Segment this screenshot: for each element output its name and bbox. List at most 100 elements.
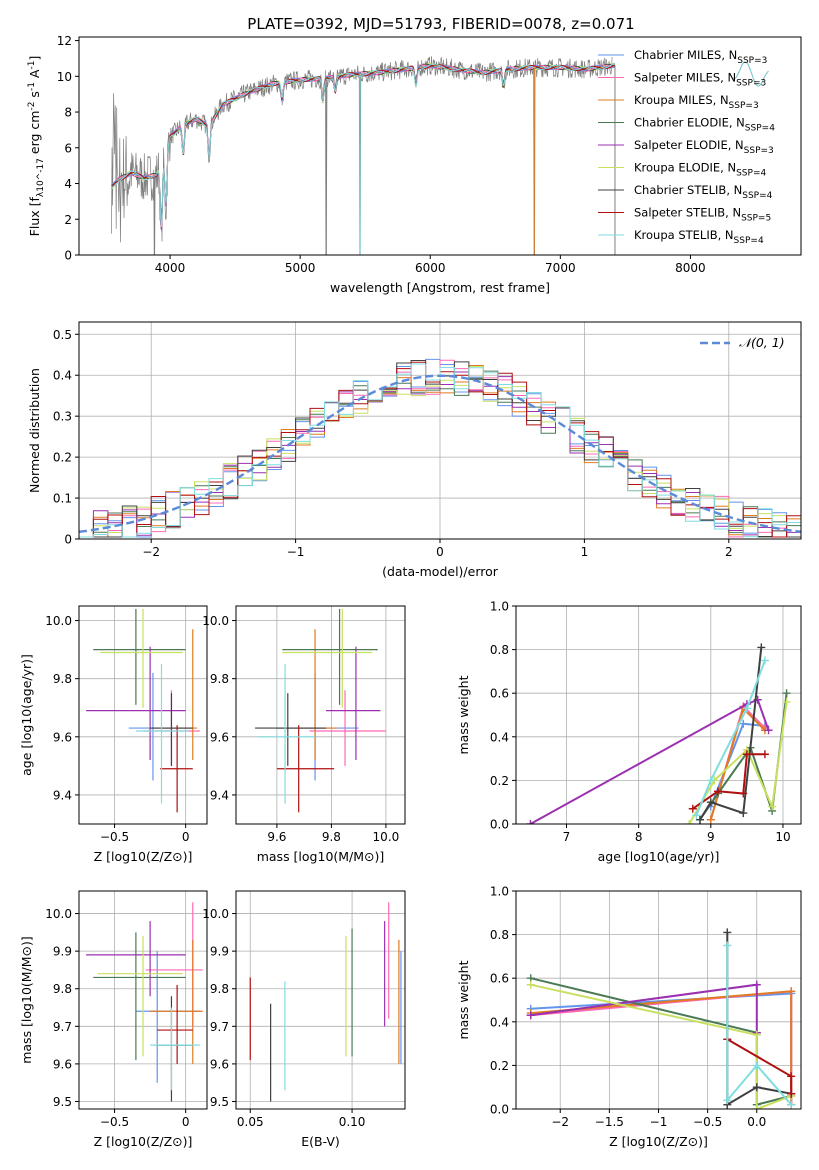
weight-marker [782, 689, 791, 698]
age-mass-ytick-label: 9.6 [210, 730, 229, 744]
panel-spectrum: 4000 5000 6000 7000 8000 0 2 4 6 8 10 12 wavelength … [27, 34, 802, 295]
weight-marker [688, 804, 697, 813]
weight-z-xtick-label: −1.5 [595, 1115, 624, 1129]
legend-label: Kroupa MILES, NSSP=3 [634, 93, 759, 111]
weight-age-ytick-label: 0.2 [490, 774, 509, 788]
residuals-ylabel: Normed distribution [27, 368, 42, 493]
age-z-ylabel: age [log10(age/yr)] [19, 654, 34, 776]
spectrum-xtick-label: 7000 [545, 261, 576, 275]
histogram-chabrier-stelib [79, 360, 801, 538]
weight-marker [723, 1096, 732, 1105]
mass-ebv-ytick-label: 9.7 [210, 1020, 229, 1034]
weight-z-xtick-label: −0.5 [693, 1115, 722, 1129]
point-salpeter-elodie [325, 646, 381, 761]
weight-line-kroupa-elodie [530, 983, 792, 1109]
mass-z-xtick-label: 0 [182, 1115, 190, 1129]
mass-z-ytick-label: 9.7 [53, 1020, 72, 1034]
weight-age-xtick-label: 9 [707, 830, 715, 844]
mass-ebv-axes-frame [235, 890, 406, 1110]
weight-z-xtick-label: 0.0 [747, 1115, 766, 1129]
age-mass-xtick-label: 9.8 [322, 830, 341, 844]
spectrum-axes-frame [78, 36, 802, 256]
age-mass-ytick-label: 10.0 [202, 614, 229, 628]
age-z-plot-area [79, 606, 207, 824]
spectrum-model-salpeter-elodie [111, 63, 615, 228]
weight-z-ytick-label: 0.8 [490, 928, 509, 942]
age-mass-ytick-label: 9.4 [210, 788, 229, 802]
spectrum-model-salpeter-stelib [111, 64, 616, 229]
point-chabrier-stelib [255, 693, 326, 766]
weight-z-xtick-label: −1 [650, 1115, 668, 1129]
point-salpeter-stelib [276, 725, 335, 813]
weight-marker [752, 1030, 761, 1039]
spectrum-ytick-label: 2 [64, 213, 72, 227]
point-chabrier-miles [135, 951, 200, 1083]
point-kroupa-miles [276, 629, 337, 761]
weight-line-kroupa-stelib [726, 945, 792, 1106]
weight-age-ytick-label: 0.6 [490, 687, 509, 701]
spectrum-xtick-label: 8000 [675, 261, 706, 275]
mass-ebv-ytick-label: 9.5 [210, 1095, 229, 1109]
residuals-legend: 𝒩(0, 1) [700, 335, 785, 350]
weight-z-plot-area [516, 891, 801, 1109]
weight-marker [752, 1083, 761, 1092]
weight-age-ytick-label: 0.4 [490, 730, 509, 744]
weight-line-salpeter-stelib [726, 1038, 793, 1094]
weight-marker [752, 1105, 761, 1109]
weight-marker [706, 798, 715, 807]
mass-z-ytick-label: 9.5 [53, 1095, 72, 1109]
age-z-ytick-label: 9.4 [53, 788, 72, 802]
mass-z-ytick-label: 9.6 [53, 1057, 72, 1071]
weight-marker [739, 719, 748, 728]
weight-marker [752, 1061, 761, 1070]
point-salpeter-stelib [160, 725, 193, 813]
weight-marker [757, 643, 766, 652]
legend-label: Kroupa ELODIE, NSSP=4 [634, 161, 766, 179]
weight-z-xlabel: Z [log10(Z/Z⊙)] [609, 1134, 708, 1149]
charts: 4000 5000 6000 7000 8000024681012wavelength … [19, 34, 802, 1149]
weight-age-xtick-label: 7 [563, 830, 571, 844]
weight-marker [739, 789, 748, 798]
weight-marker [768, 802, 777, 811]
age-z-xlabel: Z [log10(Z/Z⊙)] [94, 849, 193, 864]
point-salpeter-elodie [86, 646, 186, 761]
panel-mass-z: −0.5 0 9.5 9.6 9.7 9.8 9.9 10.0 Z [log10(Z/Z⊙)] m… [19, 890, 208, 1149]
mass-ebv-ytick-label: 9.8 [210, 982, 229, 996]
age-z-xtick-label: 0 [182, 830, 190, 844]
residuals-xtick-label: −2 [142, 545, 160, 559]
weight-z-ytick-label: 1.0 [490, 885, 509, 899]
point-kroupa-stelib [135, 664, 189, 804]
spectrum-ytick-label: 8 [64, 106, 72, 120]
mass-ebv-ytick-label: 9.9 [210, 945, 229, 959]
weight-line-chabrier-stelib [699, 647, 763, 821]
spectrum-legend: Chabrier MILES, NSSP=3 Salpeter MILES, NS… [598, 48, 775, 246]
mass-z-xlabel: Z [log10(Z/Z⊙)] [94, 1134, 193, 1149]
spectrum-xtick-label: 6000 [415, 261, 446, 275]
weight-age-ytick-label: 0.8 [490, 643, 509, 657]
residuals-xtick-label: 1 [581, 545, 589, 559]
spectrum-model-kroupa-miles [111, 64, 616, 231]
weight-z-ylabel: mass weight [456, 960, 471, 1039]
spectrum-ytick-label: 4 [64, 177, 72, 191]
point-salpeter-elodie [86, 921, 186, 997]
weight-age-xlabel: age [log10(age/yr)] [598, 849, 720, 864]
weight-marker [526, 980, 535, 989]
mass-ebv-xtick-label: 0.10 [339, 1115, 366, 1129]
point-chabrier-miles [128, 672, 193, 781]
weight-marker [526, 820, 535, 824]
mass-z-ytick-label: 9.9 [53, 945, 72, 959]
age-z-ytick-label: 9.6 [53, 730, 72, 744]
weight-marker [714, 787, 723, 796]
spectrum-xlabel: wavelength [Angstrom, rest frame] [330, 280, 550, 295]
weight-z-ytick-label: 0.4 [490, 1015, 509, 1029]
mass-ebv-xtick-label: 0.05 [237, 1115, 264, 1129]
weight-age-xtick-label: 8 [635, 830, 643, 844]
weight-line-chabrier-stelib [726, 932, 792, 1107]
residuals-xlabel: (data-model)/error [382, 564, 499, 579]
panel-weight-age: 7 8 9 10 0.0 0.2 0.4 0.6 0.8 1.0 age [log10(age/yr… [456, 600, 802, 864]
weight-marker [739, 809, 748, 818]
point-kroupa-elodie [100, 608, 183, 708]
residuals-xtick-label: −1 [287, 545, 305, 559]
weight-marker [723, 928, 732, 937]
